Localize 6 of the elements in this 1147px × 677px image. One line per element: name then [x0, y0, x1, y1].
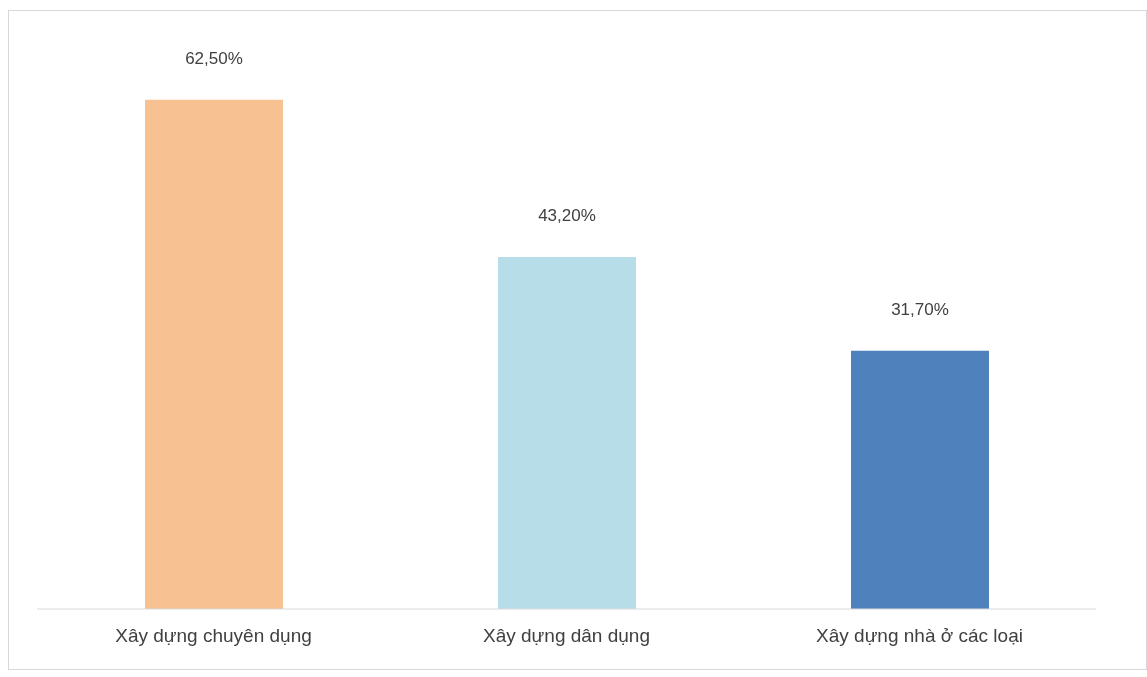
- x-tick-label: Xây dựng chuyên dụng: [115, 625, 312, 647]
- data-label: 31,70%: [891, 299, 949, 319]
- data-label: 43,20%: [538, 206, 596, 226]
- x-tick-label: Xây dựng nhà ở các loại: [816, 625, 1023, 647]
- data-label: 62,50%: [185, 48, 243, 68]
- x-tick-label: Xây dựng dân dụng: [483, 625, 650, 647]
